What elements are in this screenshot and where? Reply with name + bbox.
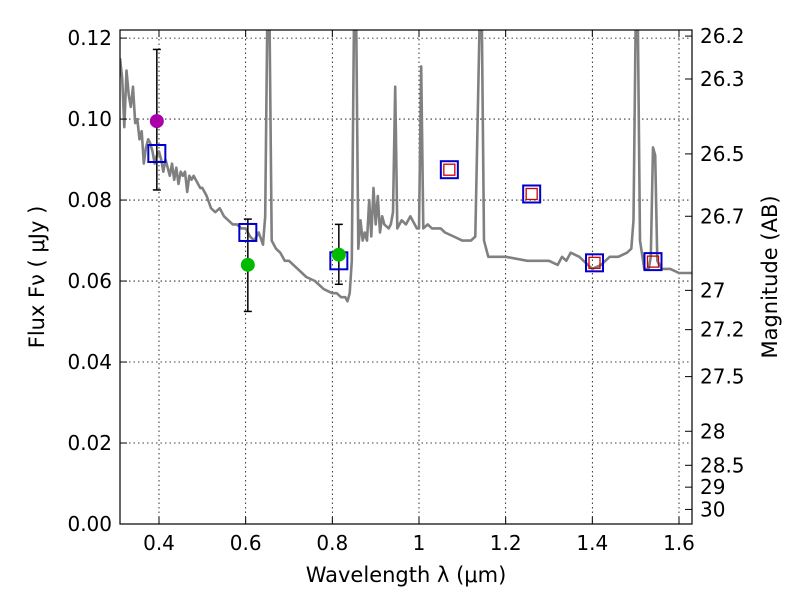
model-band-square [439,160,459,180]
y2-tick-label: 28.5 [700,453,745,477]
y2-tick-label: 27.5 [700,365,745,389]
y2-tick-label: 26.2 [700,24,745,48]
x-axis-label: Wavelength λ (μm) [306,563,507,587]
x-tick-label: 1.4 [576,531,608,555]
x-tick-label: 1 [413,531,426,555]
x-tick-label: 0.6 [230,531,262,555]
red-band-square [443,163,456,176]
model-band-square [238,222,258,242]
x-tick-label: 0.4 [143,531,175,555]
sed-line [120,30,692,303]
y-tick-label: 0.06 [67,269,112,293]
y-tick-label: 0.08 [67,188,112,212]
y-tick-label: 0.00 [67,512,112,536]
red-band-square [588,256,601,269]
y-tick-label: 0.04 [67,350,112,374]
y-tick-label: 0.02 [67,431,112,455]
x-tick-label: 1.2 [490,531,522,555]
y2-tick-label: 28 [700,419,725,443]
y2-axis-label: Magnitude (AB) [758,195,782,358]
y2-tick-label: 30 [700,497,725,521]
y2-tick-label: 26.5 [700,142,745,166]
y-tick-label: 0.10 [67,107,112,131]
y2-tick-label: 29 [700,475,725,499]
data-group [120,30,692,313]
model-band-square [643,252,663,272]
axes-ticks: 0.4 0.6 0.8 1 1.2 1.4 1.6 0.00 0.02 0.04 0.06 0.08 0… [67,24,744,555]
y2-tick-label: 26.3 [700,67,745,91]
y-axis-label: Flux Fν ( μJy ) [25,206,49,349]
y2-tick-label: 26.7 [700,204,745,228]
y-tick-label: 0.12 [67,26,112,50]
observed-point [240,257,255,272]
y2-tick-label: 27 [700,278,725,302]
plot-area [120,30,692,313]
x-tick-label: 0.8 [316,531,348,555]
y2-tick-label: 27.2 [700,318,745,342]
x-tick-label: 1.6 [663,531,695,555]
plot-frame [119,29,693,525]
model-band-square [585,253,604,273]
grid [120,30,692,524]
red-band-square [525,187,538,201]
observed-point [149,114,164,129]
observed-point [331,247,346,262]
red-band-square [646,255,660,268]
model-band-square [147,144,167,163]
model-band-square [522,184,542,204]
